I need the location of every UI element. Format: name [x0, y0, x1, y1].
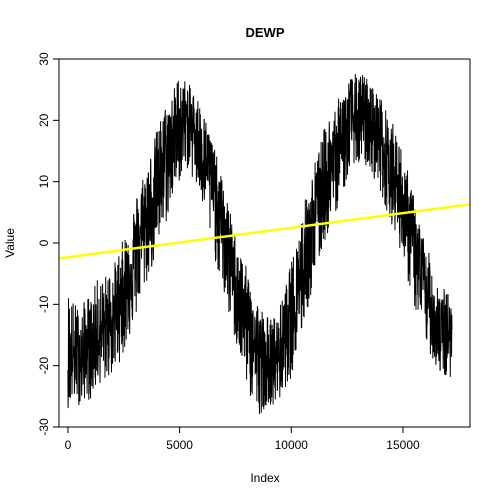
chart-title: DEWP [246, 25, 285, 40]
y-tick-label: 30 [37, 52, 51, 66]
x-axis-ticks: 0 5000 10000 15000 [65, 427, 420, 452]
plot-frame [58, 58, 471, 428]
y-tick-label: -30 [37, 418, 51, 436]
y-axis-label: Value [3, 228, 17, 258]
x-axis-label: Index [250, 471, 279, 485]
x-tick-label: 0 [65, 438, 72, 452]
x-tick-label: 15000 [386, 438, 420, 452]
plot-area [59, 74, 470, 415]
x-tick-label: 5000 [166, 438, 193, 452]
y-tick-label: 20 [37, 113, 51, 127]
y-tick-label: 10 [37, 175, 51, 189]
trend-line [59, 203, 470, 260]
y-tick-label: -10 [37, 295, 51, 313]
y-tick-label: 0 [37, 239, 51, 246]
y-axis-ticks: -30 -20 -10 0 10 20 30 [37, 52, 59, 436]
y-tick-label: -20 [37, 357, 51, 375]
x-tick-label: 10000 [275, 438, 309, 452]
series-line [67, 74, 453, 415]
